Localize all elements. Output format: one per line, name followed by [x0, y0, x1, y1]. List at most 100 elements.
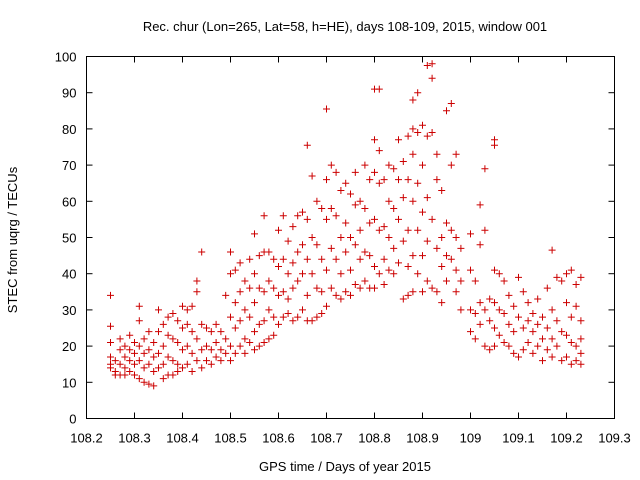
data-point [515, 313, 522, 321]
data-point [467, 266, 474, 274]
data-point [510, 302, 518, 310]
data-point [371, 284, 378, 292]
data-point [452, 266, 460, 274]
data-point [246, 284, 254, 292]
data-point [543, 284, 551, 292]
data-point [428, 215, 436, 223]
data-point [265, 277, 273, 285]
data-point [327, 161, 335, 169]
data-point [457, 306, 465, 314]
data-point [241, 277, 249, 285]
data-point [404, 226, 412, 234]
data-point [116, 360, 124, 368]
data-point [390, 270, 398, 278]
data-point [577, 360, 585, 368]
data-point [121, 342, 129, 350]
data-point [111, 357, 119, 365]
data-point [289, 259, 297, 267]
data-point [428, 284, 436, 292]
data-point [179, 346, 186, 354]
data-point [543, 346, 551, 354]
data-point [217, 328, 225, 336]
data-point [399, 194, 407, 202]
data-point [414, 89, 422, 97]
data-point [265, 306, 273, 314]
x-tick-label: 109.1 [502, 431, 535, 446]
data-point [524, 299, 532, 307]
data-point [572, 342, 580, 350]
data-point [404, 291, 412, 299]
data-point [399, 237, 407, 245]
data-point [356, 226, 364, 234]
data-point [567, 338, 575, 346]
data-point [419, 288, 426, 296]
data-point [385, 266, 393, 274]
data-point [572, 302, 580, 310]
data-point [275, 291, 282, 299]
data-point [491, 141, 498, 149]
data-point [375, 270, 383, 278]
data-point [107, 291, 114, 299]
data-point [327, 205, 335, 213]
data-point [294, 313, 302, 321]
data-point [572, 357, 580, 365]
data-point [471, 335, 479, 343]
data-point [131, 338, 138, 346]
data-point [145, 346, 153, 354]
data-point [452, 288, 460, 296]
data-point [539, 313, 546, 321]
y-axis-label: STEC from uqrg / TECUs [5, 166, 20, 313]
data-point [491, 299, 498, 307]
data-point [342, 219, 350, 227]
data-point [515, 273, 522, 281]
data-point [188, 328, 196, 336]
data-point [399, 157, 407, 165]
data-point [308, 270, 316, 278]
data-point [481, 306, 489, 314]
data-point [548, 306, 556, 314]
data-point [390, 244, 398, 252]
data-point [236, 259, 244, 267]
data-point [577, 349, 585, 357]
data-point [275, 262, 282, 270]
data-point [212, 353, 220, 361]
data-point [443, 252, 450, 260]
data-point [323, 215, 330, 223]
data-point [231, 324, 239, 332]
data-point [558, 357, 566, 365]
data-point [265, 248, 273, 256]
data-point [409, 197, 417, 205]
data-point [174, 317, 182, 325]
data-point [371, 262, 378, 270]
data-point [188, 367, 196, 375]
data-point [121, 371, 129, 379]
data-point [159, 320, 167, 328]
data-point [491, 266, 498, 274]
data-point [169, 310, 177, 318]
data-point [467, 230, 474, 238]
data-point [308, 234, 316, 241]
x-tick-label: 108.5 [214, 431, 247, 446]
data-point [145, 328, 153, 336]
data-point [558, 328, 566, 336]
data-point [476, 299, 484, 307]
data-point [433, 288, 441, 296]
data-point [577, 317, 585, 325]
data-point [486, 295, 494, 303]
y-tick-label: 60 [62, 194, 76, 209]
data-point [371, 215, 378, 223]
data-point [476, 201, 484, 209]
data-point [361, 248, 369, 256]
data-point [169, 357, 177, 365]
data-point [241, 349, 249, 357]
data-point [131, 349, 138, 357]
data-point [174, 367, 182, 375]
data-point [323, 176, 330, 184]
data-point [145, 380, 153, 388]
data-point [126, 331, 134, 339]
data-point [481, 165, 489, 173]
data-point [236, 317, 244, 325]
data-point [217, 357, 225, 365]
data-point [107, 322, 114, 330]
